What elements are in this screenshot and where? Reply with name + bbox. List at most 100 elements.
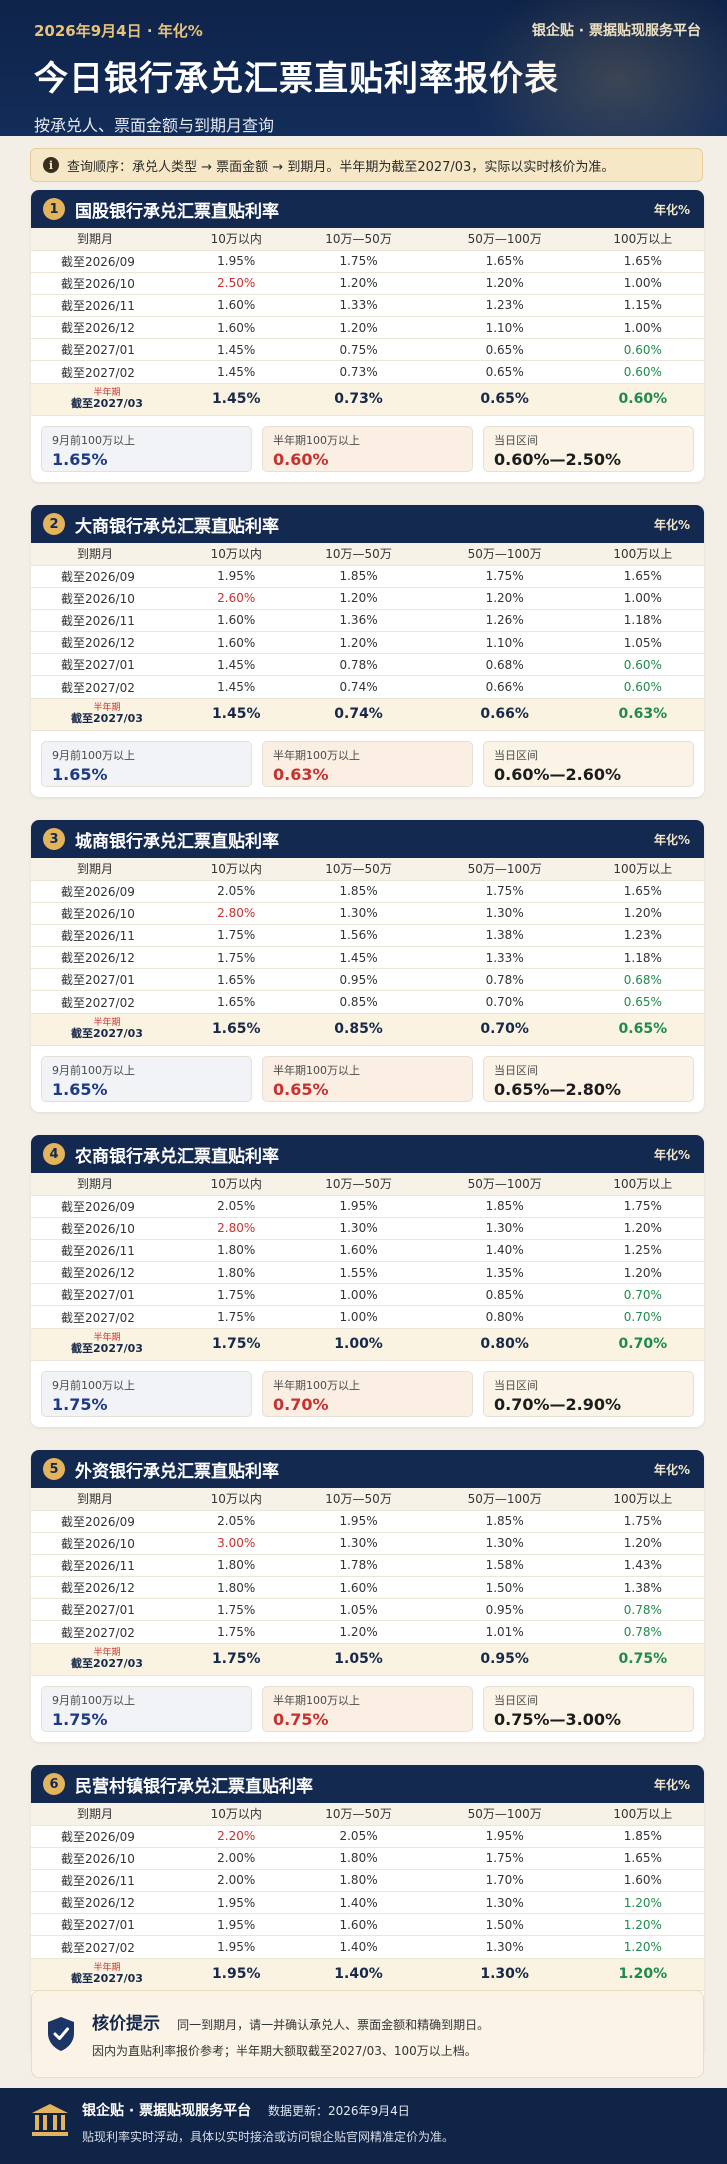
tip-title: 核价提示 bbox=[92, 2014, 160, 2034]
table-cell: 2.05% bbox=[289, 1825, 428, 1848]
section-number: 1 bbox=[43, 198, 65, 220]
column-header: 到期月 bbox=[31, 1803, 183, 1826]
table-cell: 1.00% bbox=[289, 1283, 428, 1307]
half-year-cell: 1.20% bbox=[581, 1958, 704, 1991]
table-cell: 0.65% bbox=[427, 360, 582, 384]
summary-card: 9月前100万以上 1.65% bbox=[41, 740, 252, 787]
table-cell: 2.05% bbox=[183, 1195, 290, 1218]
table-cell: 截至2027/02 bbox=[31, 1935, 183, 1959]
half-year-cell: 1.45% bbox=[183, 698, 290, 731]
info-icon: i bbox=[43, 157, 59, 173]
table-cell: 截至2027/01 bbox=[31, 653, 183, 677]
table-cell: 1.78% bbox=[289, 1554, 428, 1578]
footer-updated: 数据更新：2026年9月4日 bbox=[267, 2104, 410, 2118]
half-year-tag: 半年期 bbox=[93, 1647, 121, 1658]
table-cell: 1.60% bbox=[289, 1576, 428, 1600]
table-row: 截至2027/02 1.75% 1.20% 1.01% 0.78% bbox=[31, 1620, 704, 1644]
table-cell: 0.60% bbox=[581, 360, 704, 384]
rate-section: 4 农商银行承兑汇票直贴利率 年化% 到期月 10万以内 10万—50万 50万—100万 1… bbox=[31, 1135, 704, 1427]
rate-table: 到期月 10万以内 10万—50万 50万—100万 100万以上 截至2026/09 1.… bbox=[31, 228, 704, 416]
summary-card-label: 当日区间 bbox=[494, 433, 538, 447]
table-cell: 1.75% bbox=[183, 1620, 290, 1644]
table-row: 截至2027/02 1.95% 1.40% 1.30% 1.20% bbox=[31, 1935, 704, 1959]
summary-card: 当日区间 0.60%—2.60% bbox=[483, 740, 694, 787]
table-cell: 1.00% bbox=[581, 316, 704, 340]
table-cell: 2.60% bbox=[183, 587, 290, 610]
table-cell: 1.60% bbox=[183, 316, 290, 340]
table-cell: 0.80% bbox=[427, 1305, 582, 1329]
table-cell: 1.95% bbox=[183, 565, 290, 588]
summary-cards: 9月前100万以上 1.75% 半年期100万以上 0.75% 当日区间 0.75%—3.… bbox=[31, 1676, 704, 1742]
summary-card-value: 0.65%—2.80% bbox=[494, 1079, 622, 1099]
summary-card: 半年期100万以上 0.65% bbox=[262, 1055, 473, 1102]
table-cell: 1.75% bbox=[183, 946, 290, 970]
table-cell: 1.95% bbox=[183, 1913, 290, 1937]
half-year-cell: 0.66% bbox=[427, 698, 582, 731]
table-cell: 1.60% bbox=[183, 294, 290, 318]
half-year-cell: 1.45% bbox=[183, 383, 290, 416]
table-cell: 0.68% bbox=[427, 653, 582, 677]
table-cell: 截至2026/10 bbox=[31, 272, 183, 295]
half-year-row: 半年期 截至2027/03 1.45% 0.73% 0.65% 0.60% bbox=[31, 383, 704, 416]
table-cell: 0.68% bbox=[581, 968, 704, 992]
table-cell: 1.60% bbox=[581, 1869, 704, 1893]
table-cell: 1.65% bbox=[183, 990, 290, 1014]
table-cell: 1.20% bbox=[427, 272, 582, 295]
half-year-cell: 1.75% bbox=[183, 1643, 290, 1676]
summary-card-label: 半年期100万以上 bbox=[273, 433, 360, 447]
table-cell: 截至2026/11 bbox=[31, 924, 183, 948]
half-year-cell: 1.75% bbox=[183, 1328, 290, 1361]
table-cell: 1.40% bbox=[427, 1239, 582, 1263]
table-cell: 截至2026/09 bbox=[31, 880, 183, 903]
section-header: 6 民营村镇银行承兑汇票直贴利率 年化% bbox=[31, 1765, 704, 1803]
footer-note: 贴现利率实时浮动，具体以实时接洽或访问银企贴官网精准定价为准。 bbox=[82, 2130, 455, 2144]
unit-label: 年化% bbox=[653, 517, 690, 532]
table-cell: 1.85% bbox=[581, 1825, 704, 1848]
table-cell: 1.85% bbox=[427, 1510, 582, 1533]
half-year-label: 半年期 截至2027/03 bbox=[31, 698, 183, 731]
table-cell: 1.26% bbox=[427, 609, 582, 633]
table-cell: 截至2027/01 bbox=[31, 968, 183, 992]
rate-table: 到期月 10万以内 10万—50万 50万—100万 100万以上 截至2026/09 2.… bbox=[31, 1173, 704, 1361]
column-header: 10万以内 bbox=[183, 1803, 290, 1826]
table-cell: 1.80% bbox=[183, 1239, 290, 1263]
rate-table: 到期月 10万以内 10万—50万 50万—100万 100万以上 截至2026/09 1.… bbox=[31, 543, 704, 731]
table-cell: 1.95% bbox=[289, 1195, 428, 1218]
table-cell: 1.80% bbox=[183, 1261, 290, 1285]
table-cell: 1.36% bbox=[289, 609, 428, 633]
section-header: 1 国股银行承兑汇票直贴利率 年化% bbox=[31, 190, 704, 228]
table-cell: 截至2026/09 bbox=[31, 250, 183, 273]
summary-card-value: 0.70%—2.90% bbox=[494, 1394, 622, 1414]
table-cell: 1.20% bbox=[289, 1620, 428, 1644]
table-row: 截至2026/10 2.80% 1.30% 1.30% 1.20% bbox=[31, 1217, 704, 1240]
summary-card: 9月前100万以上 1.65% bbox=[41, 425, 252, 472]
table-cell: 1.30% bbox=[427, 1935, 582, 1959]
column-header: 到期月 bbox=[31, 1488, 183, 1511]
table-cell: 1.40% bbox=[289, 1891, 428, 1915]
column-header: 10万以内 bbox=[183, 1488, 290, 1511]
half-year-cell: 0.65% bbox=[581, 1013, 704, 1046]
table-cell: 截至2026/09 bbox=[31, 1195, 183, 1218]
section-header: 3 城商银行承兑汇票直贴利率 年化% bbox=[31, 820, 704, 858]
table-cell: 1.20% bbox=[581, 902, 704, 925]
summary-card-label: 当日区间 bbox=[494, 1063, 538, 1077]
rate-section: 1 国股银行承兑汇票直贴利率 年化% 到期月 10万以内 10万—50万 50万—100万 1… bbox=[31, 190, 704, 482]
table-cell: 0.60% bbox=[581, 653, 704, 677]
table-cell: 1.50% bbox=[427, 1913, 582, 1937]
table-row: 截至2027/01 1.95% 1.60% 1.50% 1.20% bbox=[31, 1913, 704, 1937]
section-header: 2 大商银行承兑汇票直贴利率 年化% bbox=[31, 505, 704, 543]
column-header: 10万—50万 bbox=[289, 1173, 428, 1196]
table-cell: 1.70% bbox=[427, 1869, 582, 1893]
summary-card-value: 1.75% bbox=[52, 1394, 108, 1414]
table-cell: 0.78% bbox=[581, 1620, 704, 1644]
table-cell: 1.38% bbox=[427, 924, 582, 948]
table-cell: 1.30% bbox=[427, 1891, 582, 1915]
table-cell: 截至2026/12 bbox=[31, 946, 183, 970]
summary-card: 9月前100万以上 1.75% bbox=[41, 1370, 252, 1417]
rate-table: 到期月 10万以内 10万—50万 50万—100万 100万以上 截至2026/09 2.… bbox=[31, 1803, 704, 1991]
section-title: 农商银行承兑汇票直贴利率 bbox=[75, 1146, 279, 1167]
table-cell: 截至2027/02 bbox=[31, 1620, 183, 1644]
table-cell: 1.05% bbox=[289, 1598, 428, 1622]
table-row: 截至2026/12 1.95% 1.40% 1.30% 1.20% bbox=[31, 1891, 704, 1915]
table-row: 截至2026/12 1.75% 1.45% 1.33% 1.18% bbox=[31, 946, 704, 970]
